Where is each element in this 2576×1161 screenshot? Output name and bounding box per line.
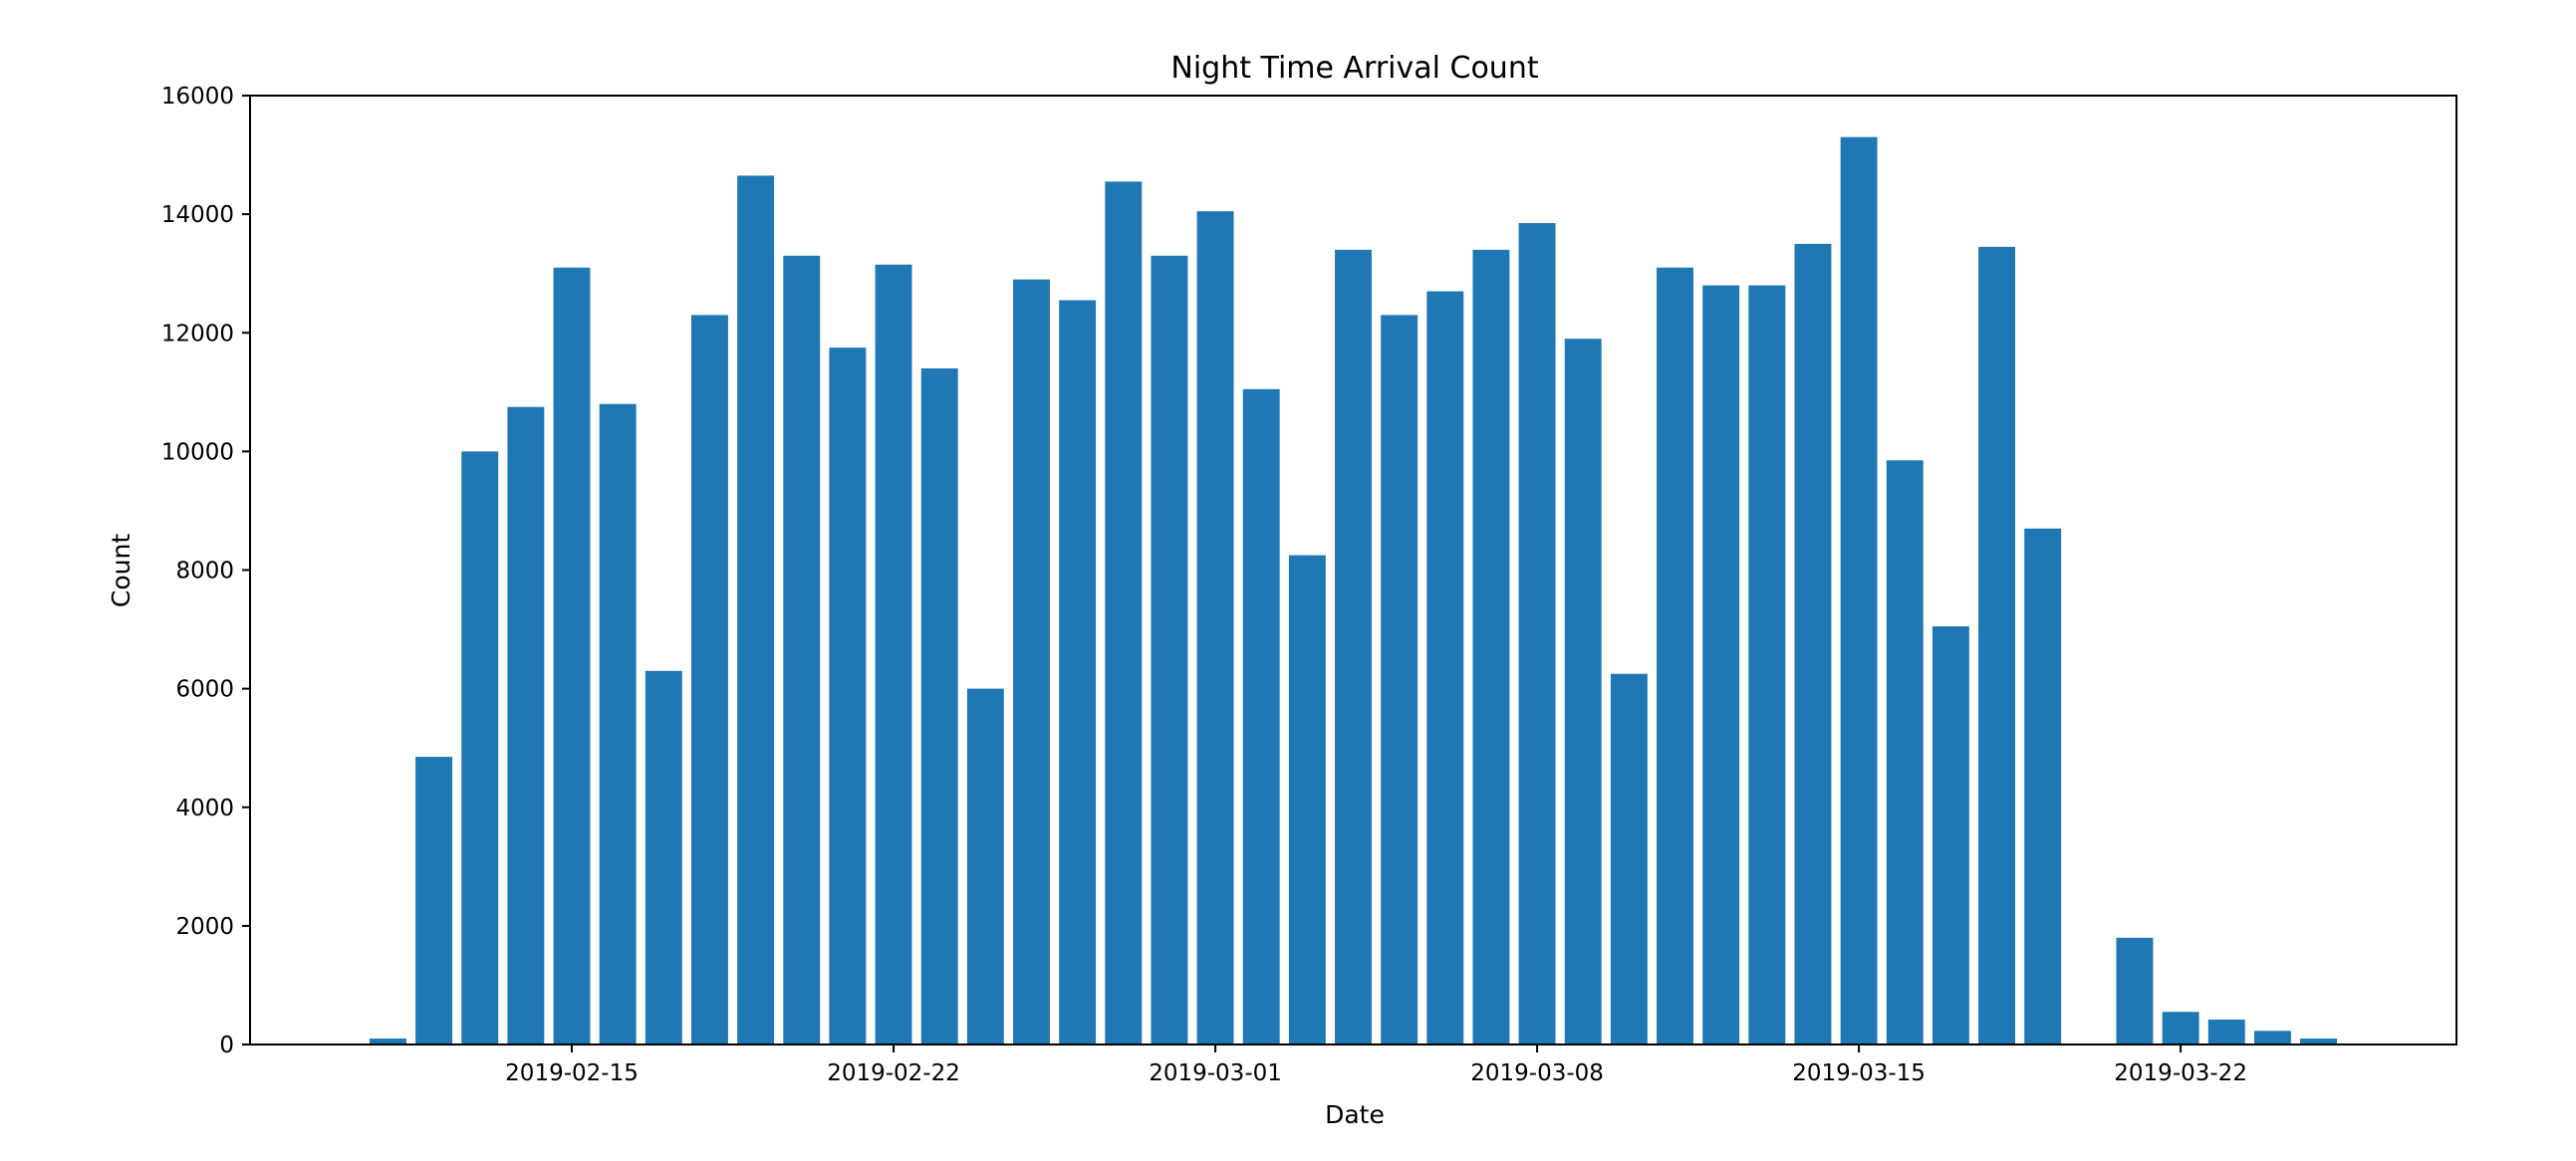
bar-2019-03-11	[1657, 268, 1693, 1045]
bar-2019-03-01	[1197, 211, 1234, 1045]
bar-2019-03-24	[2254, 1031, 2291, 1045]
bar-2019-03-14	[1795, 244, 1832, 1045]
bar-2019-02-13	[461, 451, 498, 1045]
bar-2019-03-05	[1381, 315, 1417, 1045]
bars-group	[370, 137, 2337, 1045]
bar-2019-02-15	[554, 268, 591, 1045]
x-tick-label: 2019-02-15	[505, 1060, 639, 1086]
y-axis-ticks: 0 2000 4000 6000 8000 10000 12000 14000 16000	[161, 84, 250, 1058]
bar-2019-03-03	[1289, 556, 1326, 1045]
y-tick-label: 10000	[161, 439, 234, 465]
bar-2019-03-21	[2117, 938, 2154, 1045]
bar-2019-02-22	[876, 265, 912, 1045]
x-tick-label: 2019-03-22	[2114, 1060, 2247, 1086]
bar-2019-03-16	[1887, 460, 1924, 1045]
y-tick-label: 0	[219, 1033, 234, 1058]
bar-2019-03-15	[1841, 137, 1878, 1045]
bar-2019-03-17	[1932, 626, 1969, 1045]
y-axis-label: Count	[107, 534, 135, 607]
bar-2019-02-19	[737, 175, 774, 1045]
bar-2019-02-20	[783, 256, 820, 1045]
bar-2019-03-10	[1611, 674, 1648, 1045]
x-axis-label: Date	[1325, 1100, 1385, 1129]
bar-2019-02-14	[507, 407, 544, 1045]
bar-2019-03-06	[1426, 292, 1463, 1045]
bar-2019-02-21	[829, 348, 866, 1045]
y-tick-label: 12000	[161, 321, 234, 347]
bar-2019-02-23	[921, 368, 958, 1045]
chart-title: Night Time Arrival Count	[1170, 51, 1538, 86]
bar-2019-03-19	[2024, 529, 2061, 1045]
bar-2019-02-12	[415, 757, 452, 1045]
bar-2019-03-18	[1978, 247, 2015, 1045]
x-axis-ticks: 2019-02-15 2019-02-22 2019-03-01 2019-03-08…	[505, 1045, 2247, 1086]
bar-2019-02-16	[600, 404, 637, 1045]
bar-2019-03-09	[1565, 339, 1602, 1045]
bar-2019-03-02	[1243, 389, 1280, 1045]
x-tick-label: 2019-03-01	[1149, 1060, 1282, 1086]
bar-2019-02-17	[645, 671, 682, 1045]
x-tick-label: 2019-02-22	[827, 1060, 960, 1086]
bar-2019-02-24	[967, 689, 1004, 1045]
x-tick-label: 2019-03-08	[1470, 1060, 1604, 1086]
bar-2019-02-27	[1105, 181, 1142, 1045]
bar-2019-03-13	[1748, 286, 1785, 1045]
y-tick-label: 2000	[175, 914, 234, 940]
bar-2019-02-18	[691, 315, 728, 1045]
bar-2019-03-07	[1472, 250, 1509, 1045]
bar-2019-03-04	[1335, 250, 1372, 1045]
bar-2019-03-08	[1519, 223, 1556, 1045]
bar-2019-03-12	[1702, 286, 1739, 1045]
y-tick-label: 4000	[175, 796, 234, 821]
bar-2019-03-22	[2163, 1012, 2199, 1045]
bar-2019-02-28	[1151, 256, 1187, 1045]
x-tick-label: 2019-03-15	[1792, 1060, 1926, 1086]
y-tick-label: 6000	[175, 677, 234, 703]
y-tick-label: 8000	[175, 559, 234, 584]
bar-2019-02-26	[1059, 300, 1096, 1045]
bar-2019-03-23	[2208, 1020, 2245, 1045]
bar-2019-02-25	[1013, 280, 1050, 1045]
y-tick-label: 14000	[161, 202, 234, 228]
y-tick-label: 16000	[161, 84, 234, 110]
